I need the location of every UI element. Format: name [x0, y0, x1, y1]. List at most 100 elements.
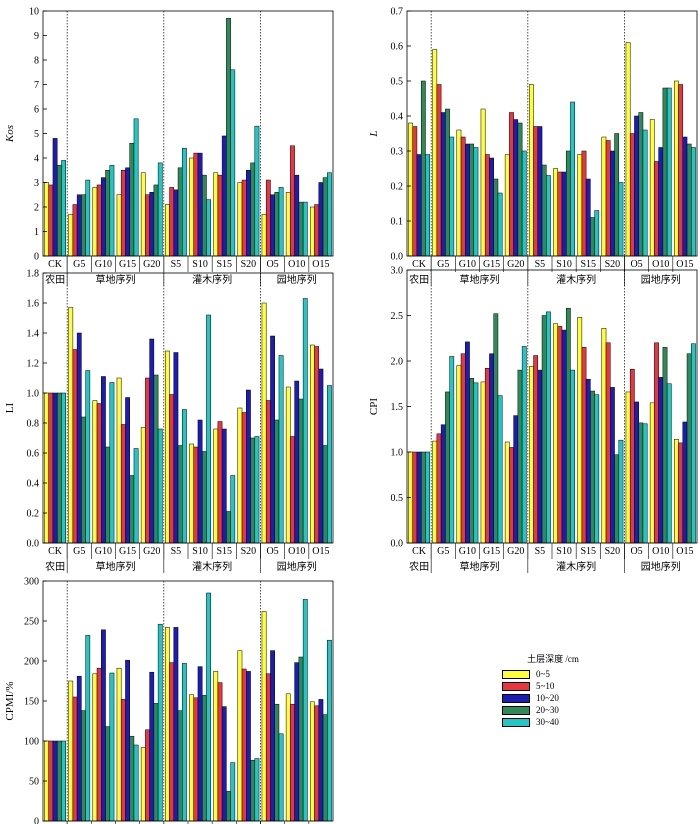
bar-l-g15-4 [497, 192, 503, 257]
x-tick-label: S20 [241, 546, 257, 557]
y-axis-label: CPI [368, 398, 380, 415]
bar-li-s5-3 [177, 445, 183, 544]
bar-cpmi-s10-3 [201, 695, 207, 822]
bar-cpi-g20-4 [521, 346, 527, 544]
bar-l-ck-4 [425, 154, 430, 257]
bar-li-o10-2 [294, 380, 300, 544]
bar-cpmi-o15-2 [318, 699, 324, 822]
bar-cpmi-s15-1 [217, 682, 223, 822]
bar-kos-o15-2 [318, 182, 324, 257]
bar-kos-o5-1 [265, 179, 271, 257]
bar-l-s5-0 [529, 84, 534, 257]
legend-label: 30~40 [536, 717, 559, 727]
bar-kos-g5-1 [72, 204, 78, 257]
x-tick-label: O15 [312, 259, 329, 270]
y-tick-label: 0 [34, 252, 39, 263]
y-tick-label: 3.0 [391, 266, 404, 277]
bar-cpi-o10-0 [649, 402, 655, 544]
bar-li-g15-1 [120, 424, 126, 544]
bar-li-s15-1 [217, 421, 223, 544]
bar-li-s10-4 [206, 314, 211, 544]
bar-cpmi-s20-2 [246, 671, 251, 822]
bar-l-o15-0 [674, 80, 679, 257]
bar-cpi-s15-4 [594, 394, 600, 544]
bar-li-g15-0 [116, 377, 122, 544]
group-label: 草地序列 [460, 273, 500, 286]
legend-swatch [502, 717, 530, 727]
bar-cpmi-o10-2 [294, 662, 300, 822]
bar-cpi-g15-4 [497, 395, 503, 544]
y-tick-label: 9 [34, 31, 39, 42]
bar-li-g20-0 [140, 427, 146, 544]
y-tick-label: 1.2 [27, 359, 40, 370]
x-tick-label: O10 [652, 259, 669, 270]
bar-li-o10-3 [298, 398, 304, 544]
x-tick-label: G20 [143, 259, 160, 270]
bar-li-g10-2 [101, 376, 106, 544]
bar-l-g10-0 [456, 129, 462, 257]
bar-li-s5-4 [182, 409, 187, 544]
bar-cpi-s20-1 [605, 342, 611, 544]
group-label: 园地序列 [277, 273, 317, 286]
y-tick-label: 150 [24, 697, 39, 708]
bar-cpmi-o5-2 [270, 650, 275, 822]
bar-kos-g5-3 [81, 194, 86, 257]
bar-kos-o5-4 [278, 187, 284, 257]
bar-kos-o10-4 [302, 201, 308, 257]
x-tick-label: S10 [192, 259, 208, 270]
bar-cpi-ck-4 [425, 451, 430, 544]
x-tick-label: G5 [73, 546, 85, 557]
x-tick-label: CK [412, 259, 427, 270]
bar-li-g5-3 [81, 416, 86, 544]
x-tick-label: O5 [266, 546, 278, 557]
bar-l-g15-3 [493, 178, 499, 257]
y-tick-label: 2 [34, 203, 39, 214]
y-tick-label: 1.0 [27, 389, 40, 400]
bar-cpi-g5-1 [436, 433, 442, 544]
bar-cpi-g15-1 [484, 368, 490, 544]
bar-li-g5-0 [68, 307, 74, 544]
x-tick-label: G20 [507, 259, 524, 270]
bar-cpmi-o10-1 [290, 703, 295, 822]
x-tick-label: G10 [95, 259, 112, 270]
bar-li-o5-0 [261, 302, 267, 544]
y-tick-label: 0.5 [391, 493, 404, 504]
bar-cpmi-s15-2 [221, 706, 227, 822]
bar-cpmi-o10-4 [302, 599, 308, 822]
bar-kos-ck-2 [52, 138, 58, 257]
x-tick-label: G15 [119, 546, 136, 557]
bar-cpmi-g20-0 [140, 747, 146, 822]
bar-l-s20-3 [614, 133, 620, 257]
bar-kos-s5-0 [165, 204, 170, 257]
bar-cpi-o10-3 [662, 347, 668, 544]
x-tick-label: O10 [288, 546, 305, 557]
bar-li-g5-1 [72, 349, 78, 544]
bar-cpi-o15-0 [674, 439, 679, 544]
bar-kos-s20-3 [250, 162, 256, 257]
bar-cpmi-s20-4 [254, 758, 260, 822]
bar-kos-g5-4 [85, 179, 91, 257]
x-tick-label: CK [412, 546, 427, 557]
bar-cpmi-g10-2 [101, 629, 106, 822]
bar-li-s20-4 [254, 436, 260, 544]
legend-label: 5~10 [536, 681, 555, 691]
y-axis-label: CPMI/% [4, 681, 16, 720]
x-tick-label: S5 [171, 546, 182, 557]
bar-li-s20-0 [237, 407, 243, 544]
bar-cpmi-o5-4 [278, 733, 284, 822]
bar-li-g5-4 [85, 370, 91, 544]
bar-l-g20-3 [517, 122, 523, 257]
bar-cpmi-ck-1 [48, 740, 54, 822]
bar-cpi-s5-0 [529, 366, 534, 544]
bar-li-g20-4 [157, 428, 163, 544]
bar-cpmi-s5-2 [173, 627, 179, 822]
bar-li-s10-3 [201, 451, 207, 544]
bar-l-s15-1 [581, 150, 587, 257]
bar-kos-g20-3 [153, 184, 159, 257]
bar-kos-g20-4 [157, 162, 163, 257]
bar-kos-g10-4 [109, 165, 115, 257]
x-tick-label: O5 [630, 546, 642, 557]
bar-cpmi-o15-4 [327, 639, 332, 822]
bar-cpi-s10-3 [565, 307, 571, 544]
